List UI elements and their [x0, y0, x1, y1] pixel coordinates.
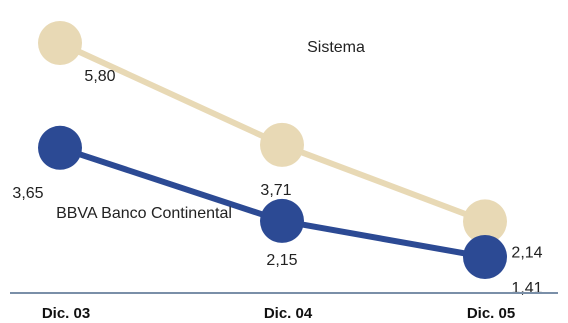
series-markers — [38, 21, 507, 279]
data-labels: 5,80 3,71 2,14 3,65 2,15 1,41 — [12, 68, 542, 297]
x-tick-label-3: Dic. 05 — [467, 305, 515, 322]
x-axis-tick-labels: Dic. 03 Dic. 04 Dic. 05 — [42, 305, 515, 322]
data-point-bbva-banco-continental-1 — [38, 125, 82, 170]
x-tick-label-2: Dic. 04 — [264, 305, 313, 322]
series-labels: Sistema BBVA Banco Continental — [56, 39, 365, 222]
data-label-sistema-1: 5,80 — [84, 68, 115, 85]
series-label-sistema: Sistema — [307, 39, 365, 56]
data-label-sistema-3: 2,14 — [511, 244, 542, 261]
data-point-sistema-2 — [260, 122, 304, 167]
data-point-bbva-banco-continental-3 — [463, 235, 507, 279]
data-label-bbva-banco-continental-2: 2,15 — [266, 252, 297, 269]
series-label-bbva-banco-continental: BBVA Banco Continental — [56, 205, 232, 222]
data-point-sistema-3 — [463, 199, 507, 244]
data-label-bbva-banco-continental-3: 1,41 — [511, 280, 542, 297]
x-tick-label-1: Dic. 03 — [42, 305, 90, 322]
data-label-bbva-banco-continental-1: 3,65 — [12, 185, 43, 202]
data-point-sistema-1 — [38, 21, 82, 65]
data-label-sistema-2: 3,71 — [260, 182, 291, 199]
data-point-bbva-banco-continental-2 — [260, 198, 304, 243]
